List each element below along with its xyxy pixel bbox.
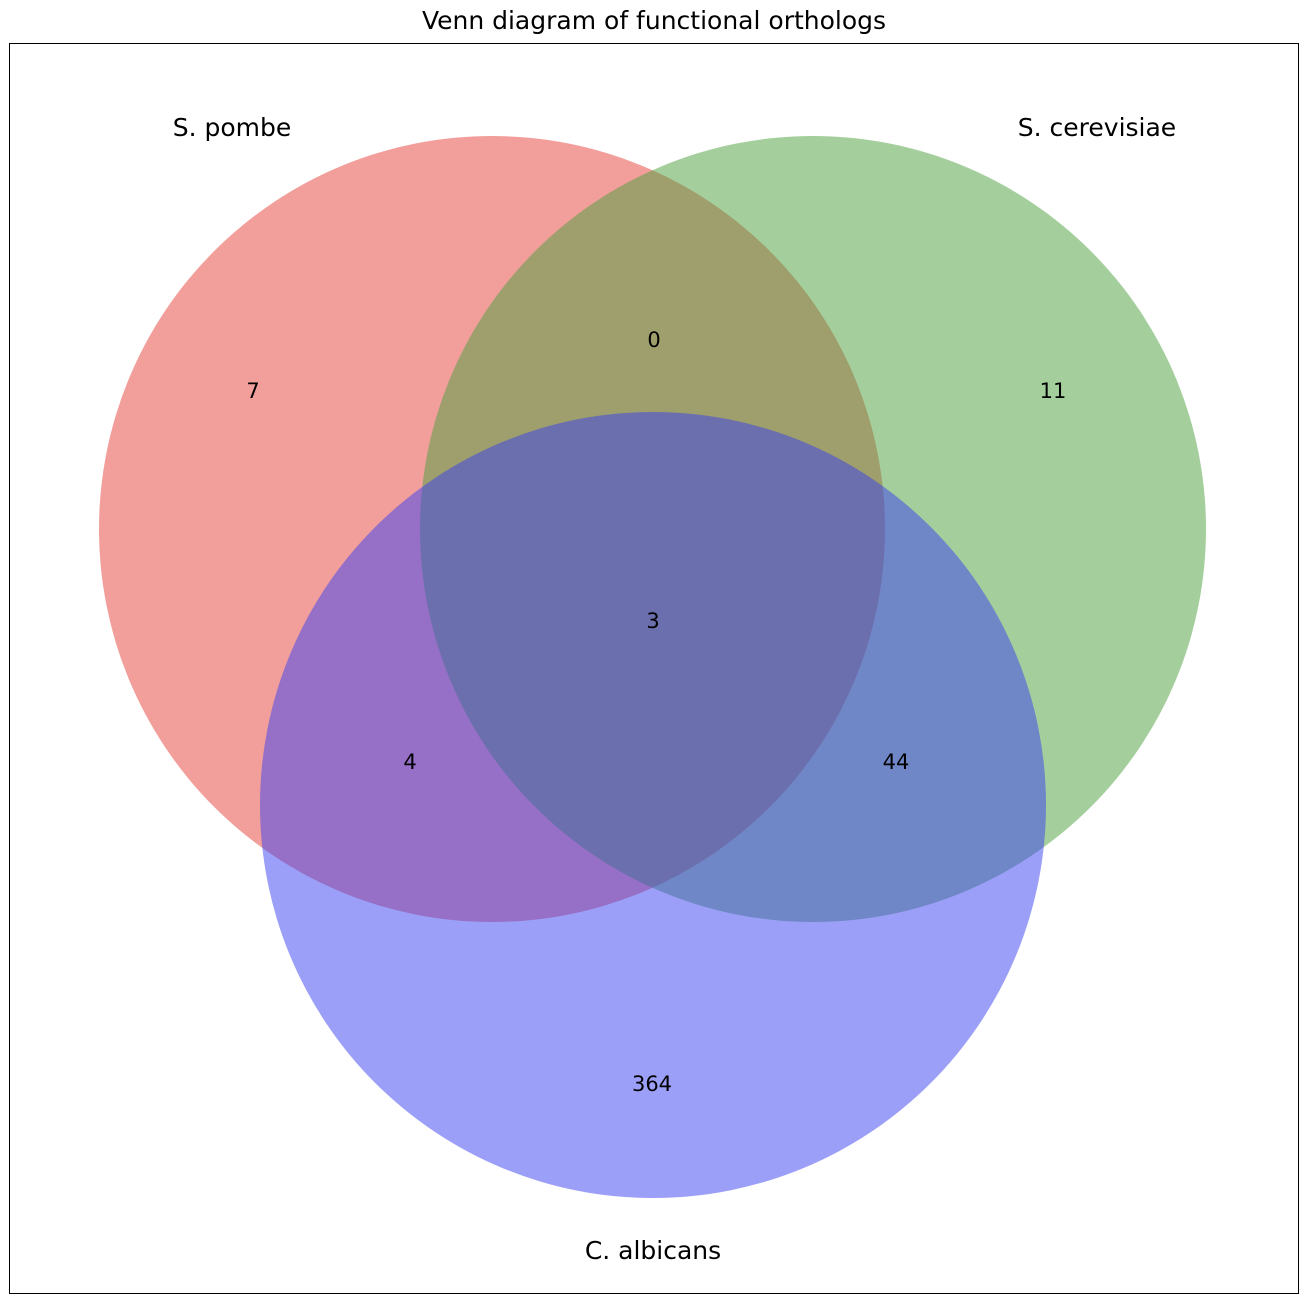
region-count-cerevisiae-albicans: 44 (883, 750, 910, 774)
region-count-s-cerevisiae-only: 11 (1040, 379, 1067, 403)
region-count-s-pombe-only: 7 (246, 379, 259, 403)
set-label-s-pombe: S. pombe (173, 113, 292, 142)
region-count-pombe-cerevisiae: 0 (647, 328, 660, 352)
region-count-pombe-albicans: 4 (403, 750, 416, 774)
region-count-all-three: 3 (646, 609, 659, 633)
set-label-c-albicans: C. albicans (585, 1236, 721, 1265)
set-label-s-cerevisiae: S. cerevisiae (1018, 113, 1176, 142)
diagram-title: Venn diagram of functional orthologs (421, 6, 887, 35)
set-circle-c-albicans (260, 412, 1046, 1198)
plot-frame (9, 43, 1299, 1294)
region-count-c-albicans-only: 364 (632, 1072, 672, 1096)
